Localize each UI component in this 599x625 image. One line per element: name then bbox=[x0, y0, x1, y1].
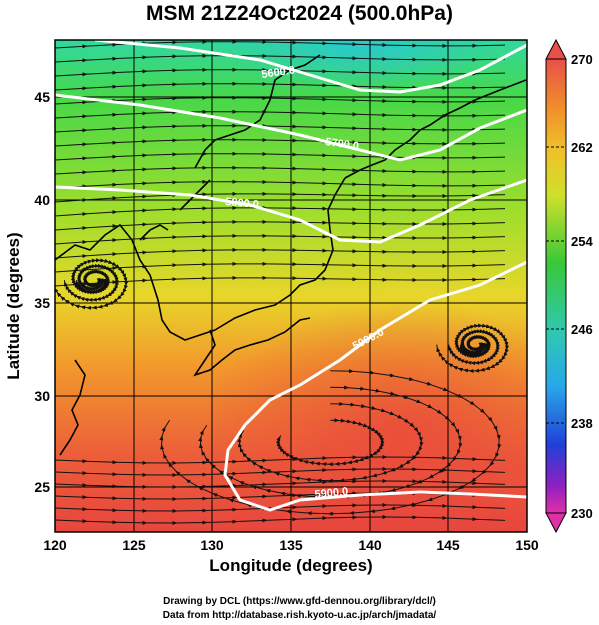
contour-5700 bbox=[55, 93, 527, 162]
contour-label-5700: 5700.0 bbox=[325, 136, 360, 153]
credit-line-2: Data from http://database.rish.kyoto-u.a… bbox=[162, 610, 437, 621]
streamline-26 bbox=[55, 258, 129, 310]
streamline-9 bbox=[55, 165, 506, 175]
colorbar-tick-254: 254 bbox=[571, 234, 593, 249]
streamline-17 bbox=[55, 275, 506, 287]
streamline-2 bbox=[55, 67, 506, 77]
chart-title: MSM 21Z24Oct2024 (500.0hPa) bbox=[146, 2, 453, 25]
map-plot-area: 5600.0 5700.0 5800.0 5900.0 5900.0 bbox=[55, 40, 527, 532]
colorbar-bottom-arrow bbox=[545, 512, 567, 534]
x-axis-label: Longitude (degrees) bbox=[209, 556, 373, 575]
colorbar-tick-238: 238 bbox=[571, 416, 593, 431]
colorbar-tick-230: 230 bbox=[571, 506, 593, 521]
colorbar-body bbox=[545, 58, 567, 514]
x-tick-145: 145 bbox=[436, 537, 460, 553]
colorbar-tick-270: 270 bbox=[571, 52, 593, 67]
streamline-13 bbox=[55, 219, 506, 231]
y-axis-label: Latitude (degrees) bbox=[4, 232, 23, 380]
contour-label-5900-b: 5900.0 bbox=[314, 486, 349, 501]
x-tick-135: 135 bbox=[279, 537, 303, 553]
height-contours bbox=[55, 40, 527, 512]
streamline-4 bbox=[55, 95, 506, 105]
streamline-1 bbox=[55, 53, 506, 63]
streamline-6 bbox=[55, 123, 506, 133]
streamline-16 bbox=[55, 261, 506, 273]
colorbar-top-arrow bbox=[545, 38, 567, 60]
streamline-23 bbox=[55, 515, 506, 526]
streamline-33 bbox=[159, 369, 502, 516]
colorbar-tick-262: 262 bbox=[571, 140, 593, 155]
y-tick-35: 35 bbox=[34, 295, 50, 311]
plot-frame bbox=[54, 39, 528, 533]
colorbar: 270 262 254 246 238 230 bbox=[545, 38, 593, 534]
x-tick-125: 125 bbox=[122, 537, 146, 553]
x-tick-150: 150 bbox=[515, 537, 539, 553]
streamline-8 bbox=[55, 151, 506, 161]
y-tick-25: 25 bbox=[34, 479, 50, 495]
y-tick-45: 45 bbox=[34, 89, 50, 105]
contour-label-5600: 5600.0 bbox=[261, 64, 296, 81]
streamline-10 bbox=[55, 179, 506, 189]
colorbar-tick-246: 246 bbox=[571, 322, 593, 337]
x-tick-130: 130 bbox=[200, 537, 224, 553]
y-tick-30: 30 bbox=[34, 388, 50, 404]
credit-line-1: Drawing by DCL (https://www.gfd-dennou.o… bbox=[163, 596, 436, 607]
streamline-5 bbox=[55, 109, 506, 119]
contour-5900-north bbox=[223, 260, 527, 512]
y-axis: 25 30 35 40 45 bbox=[34, 89, 50, 495]
x-tick-120: 120 bbox=[43, 537, 67, 553]
streamline-7 bbox=[55, 137, 506, 147]
y-tick-40: 40 bbox=[34, 192, 50, 208]
streamline-15 bbox=[55, 247, 506, 259]
x-axis: 120 125 130 135 140 145 150 bbox=[43, 537, 539, 553]
contour-label-5800: 5800.0 bbox=[225, 196, 260, 211]
contour-5600 bbox=[94, 40, 527, 94]
x-tick-140: 140 bbox=[358, 537, 382, 553]
contour-5800 bbox=[55, 178, 527, 244]
cool-core bbox=[220, 40, 500, 90]
streamline-14 bbox=[55, 233, 506, 245]
streamline-11 bbox=[55, 191, 506, 203]
streamline-12 bbox=[55, 205, 506, 217]
